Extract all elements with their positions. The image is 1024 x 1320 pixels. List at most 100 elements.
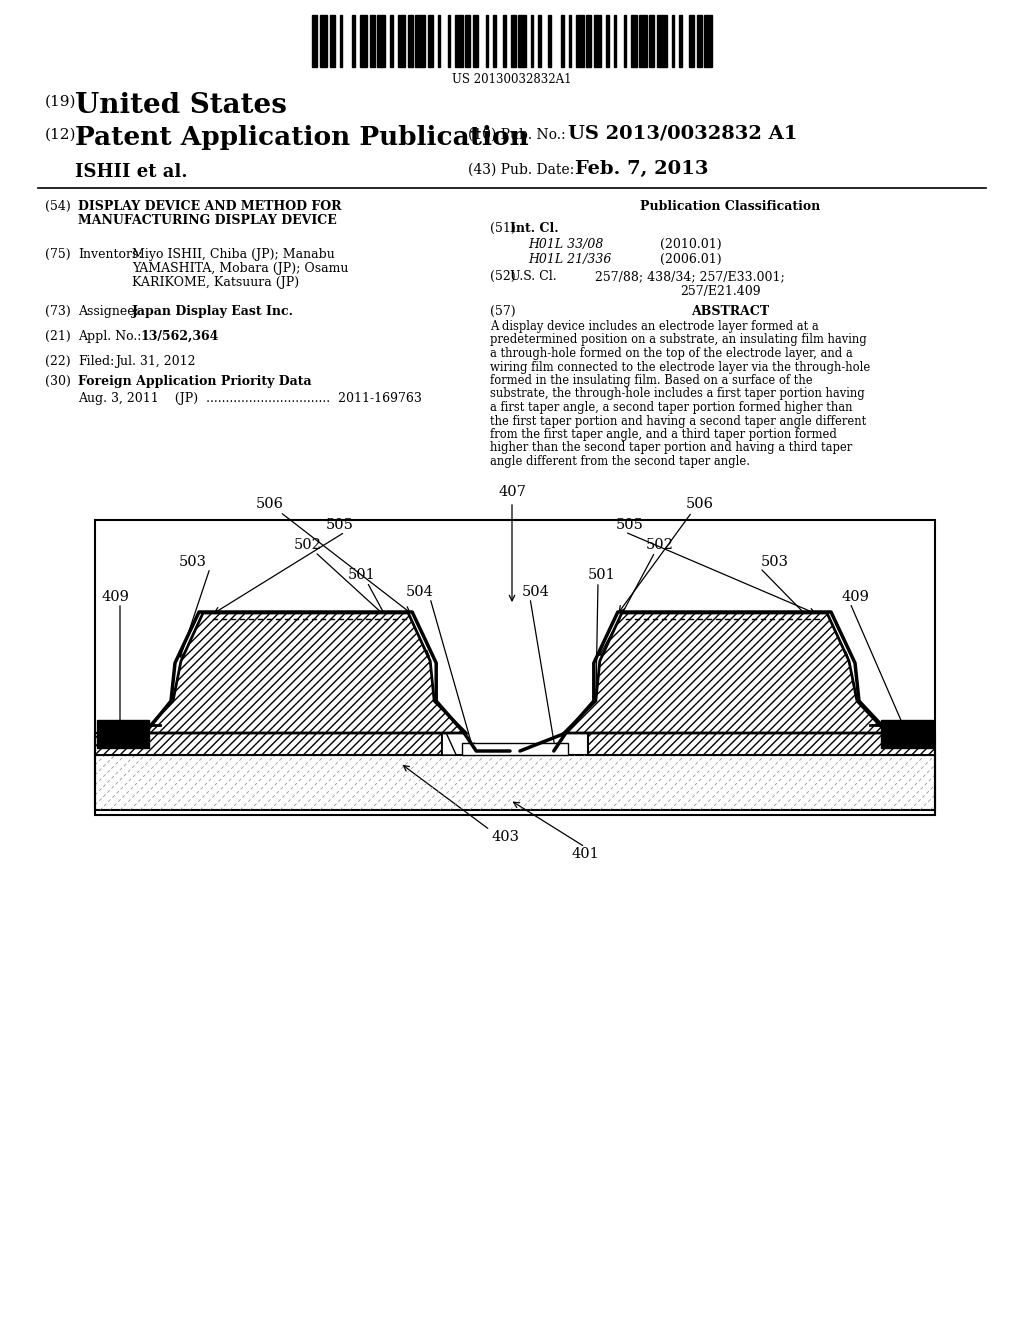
- Bar: [549, 15, 551, 67]
- Bar: [438, 15, 440, 67]
- Text: 407: 407: [498, 484, 526, 499]
- Bar: [428, 15, 433, 67]
- Text: 505: 505: [326, 517, 354, 532]
- Text: US 20130032832A1: US 20130032832A1: [453, 73, 571, 86]
- Text: Japan Display East Inc.: Japan Display East Inc.: [132, 305, 294, 318]
- Text: (12): (12): [45, 128, 77, 143]
- Bar: [577, 15, 584, 67]
- Bar: [613, 15, 616, 67]
- Bar: [378, 15, 385, 67]
- Bar: [568, 15, 571, 67]
- Text: 401: 401: [571, 847, 599, 861]
- Text: 501: 501: [348, 568, 376, 582]
- Text: ISHII et al.: ISHII et al.: [75, 162, 187, 181]
- Bar: [319, 15, 327, 67]
- Bar: [503, 15, 506, 67]
- Text: (19): (19): [45, 95, 77, 110]
- Text: H01L 33/08: H01L 33/08: [528, 238, 603, 251]
- Text: DISPLAY DEVICE AND METHOD FOR: DISPLAY DEVICE AND METHOD FOR: [78, 201, 341, 213]
- Text: (2006.01): (2006.01): [660, 253, 722, 267]
- Bar: [485, 15, 488, 67]
- Text: higher than the second taper portion and having a third taper: higher than the second taper portion and…: [490, 441, 852, 454]
- Bar: [494, 15, 496, 67]
- Bar: [511, 15, 516, 67]
- Bar: [359, 15, 368, 67]
- Text: 506: 506: [686, 498, 714, 511]
- Text: wiring film connected to the electrode layer via the through-hole: wiring film connected to the electrode l…: [490, 360, 870, 374]
- Bar: [462, 743, 567, 755]
- Bar: [95, 733, 442, 755]
- Bar: [588, 733, 935, 755]
- Text: 502: 502: [294, 539, 322, 552]
- Bar: [586, 15, 591, 67]
- Text: U.S. Cl.: U.S. Cl.: [510, 271, 557, 282]
- Bar: [672, 15, 674, 67]
- Text: 13/562,364: 13/562,364: [140, 330, 218, 343]
- Bar: [447, 15, 451, 67]
- Text: Inventors:: Inventors:: [78, 248, 142, 261]
- Text: formed in the insulating film. Based on a surface of the: formed in the insulating film. Based on …: [490, 374, 813, 387]
- Bar: [352, 15, 354, 67]
- Text: 409: 409: [841, 590, 869, 605]
- Text: (22): (22): [45, 355, 71, 368]
- Bar: [679, 15, 682, 67]
- Bar: [466, 15, 470, 67]
- Bar: [606, 15, 609, 67]
- Text: YAMASHITA, Mobara (JP); Osamu: YAMASHITA, Mobara (JP); Osamu: [132, 261, 348, 275]
- Text: Jul. 31, 2012: Jul. 31, 2012: [115, 355, 196, 368]
- Text: (54): (54): [45, 201, 71, 213]
- Text: 505: 505: [616, 517, 644, 532]
- Text: Miyo ISHII, Chiba (JP); Manabu: Miyo ISHII, Chiba (JP); Manabu: [132, 248, 335, 261]
- Bar: [415, 15, 425, 67]
- Text: 257/E21.409: 257/E21.409: [680, 285, 761, 298]
- Text: 403: 403: [490, 830, 519, 843]
- Text: (52): (52): [490, 271, 516, 282]
- Bar: [330, 15, 335, 67]
- Bar: [370, 15, 375, 67]
- Text: 506: 506: [256, 498, 284, 511]
- Bar: [397, 15, 406, 67]
- Bar: [705, 15, 712, 67]
- Bar: [408, 15, 413, 67]
- Bar: [649, 15, 654, 67]
- Text: 501: 501: [588, 568, 615, 582]
- Text: Patent Application Publication: Patent Application Publication: [75, 125, 528, 150]
- Bar: [340, 15, 342, 67]
- Text: Publication Classification: Publication Classification: [640, 201, 820, 213]
- Text: Aug. 3, 2011    (JP)  ................................  2011-169763: Aug. 3, 2011 (JP) ......................…: [78, 392, 422, 405]
- Text: the first taper portion and having a second taper angle different: the first taper portion and having a sec…: [490, 414, 866, 428]
- Bar: [312, 15, 317, 67]
- Text: (10) Pub. No.:: (10) Pub. No.:: [468, 128, 565, 143]
- Text: Filed:: Filed:: [78, 355, 115, 368]
- Text: (2010.01): (2010.01): [660, 238, 722, 251]
- Text: Foreign Application Priority Data: Foreign Application Priority Data: [78, 375, 311, 388]
- Polygon shape: [143, 612, 466, 733]
- Text: KARIKOME, Katsuura (JP): KARIKOME, Katsuura (JP): [132, 276, 299, 289]
- Bar: [632, 15, 637, 67]
- Text: substrate, the through-hole includes a first taper portion having: substrate, the through-hole includes a f…: [490, 388, 864, 400]
- Text: MANUFACTURING DISPLAY DEVICE: MANUFACTURING DISPLAY DEVICE: [78, 214, 337, 227]
- Bar: [539, 15, 541, 67]
- Bar: [95, 755, 935, 810]
- Text: from the first taper angle, and a third taper portion formed: from the first taper angle, and a third …: [490, 428, 837, 441]
- Bar: [561, 15, 563, 67]
- Bar: [97, 719, 150, 748]
- Text: United States: United States: [75, 92, 287, 119]
- Text: a first taper angle, a second taper portion formed higher than: a first taper angle, a second taper port…: [490, 401, 853, 414]
- Text: 504: 504: [522, 585, 550, 599]
- Text: (30): (30): [45, 375, 71, 388]
- Polygon shape: [564, 612, 887, 733]
- Text: 409: 409: [101, 590, 129, 605]
- Bar: [530, 15, 534, 67]
- Bar: [697, 15, 701, 67]
- Text: 504: 504: [407, 585, 434, 599]
- Bar: [639, 15, 646, 67]
- Text: 502: 502: [646, 539, 674, 552]
- Text: (75): (75): [45, 248, 71, 261]
- Text: angle different from the second taper angle.: angle different from the second taper an…: [490, 455, 750, 469]
- Text: 257/88; 438/34; 257/E33.001;: 257/88; 438/34; 257/E33.001;: [595, 271, 784, 282]
- Bar: [518, 15, 526, 67]
- Bar: [624, 15, 627, 67]
- Text: Feb. 7, 2013: Feb. 7, 2013: [575, 160, 709, 178]
- Text: (57): (57): [490, 305, 516, 318]
